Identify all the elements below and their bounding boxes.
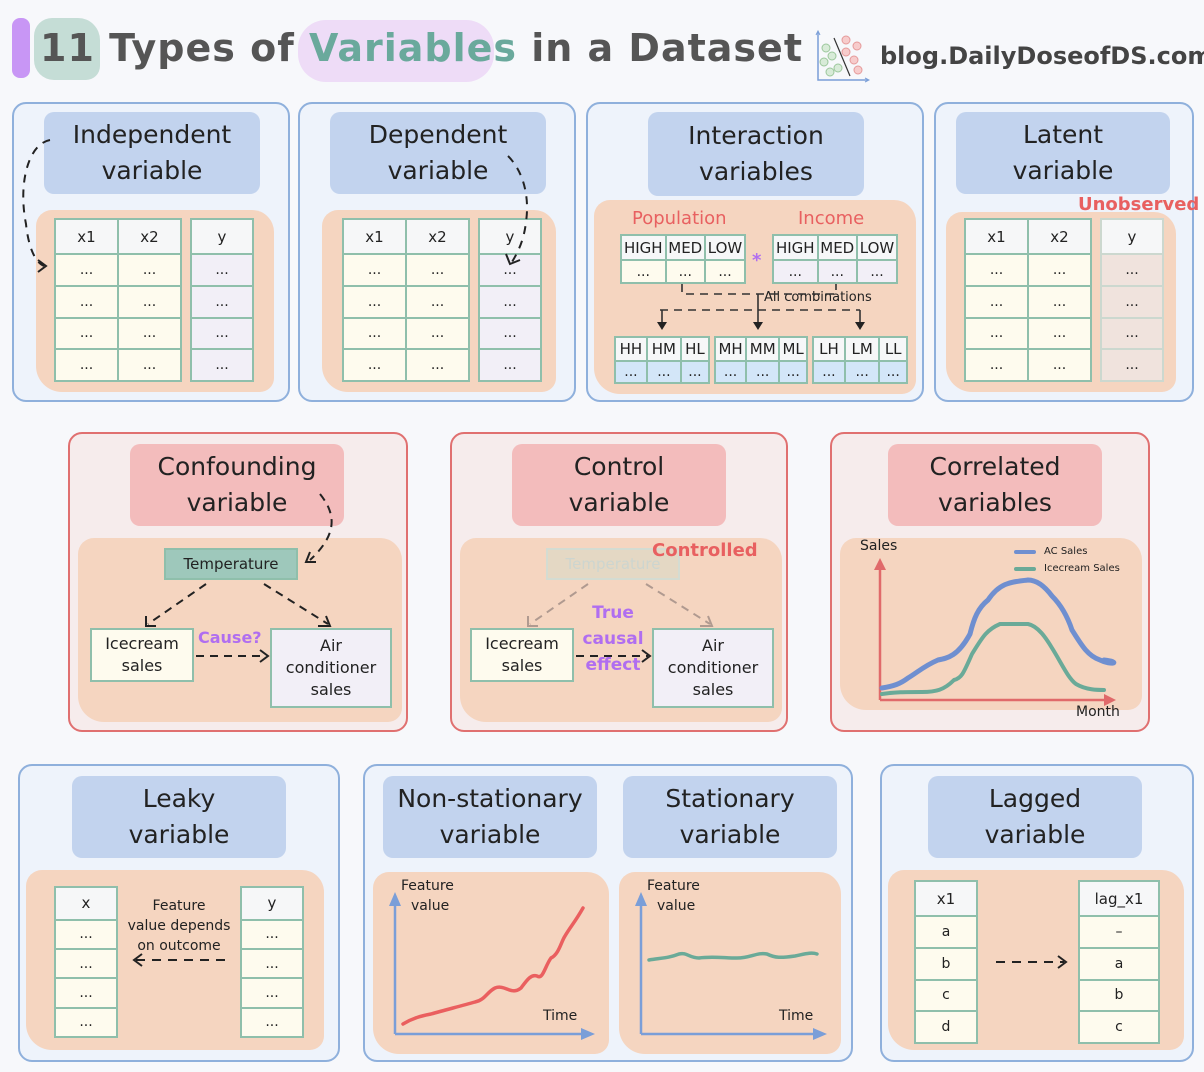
card-stationarity: Non-stationary variable Stationary varia…	[363, 764, 853, 1062]
card-title: Lagged variable	[928, 776, 1142, 858]
blog-link[interactable]: blog.DailyDoseofDS.com	[880, 42, 1204, 70]
unobserved-label: Unobserved	[1078, 194, 1200, 215]
title-number: 11	[40, 26, 95, 70]
legend-icecream: Icecream Sales	[1014, 563, 1120, 574]
title-accent-bar	[12, 18, 30, 78]
income-table: HIGH MED LOW .........	[772, 233, 899, 284]
stationary-y-label: Feature value	[647, 878, 700, 914]
outcome-column: y ... ... ... ...	[240, 886, 304, 1039]
income-label: Income	[798, 208, 865, 229]
card-title-stationary: Stationary variable	[623, 776, 837, 858]
card-correlated: Correlated variables Sales Month AC Sale…	[830, 432, 1150, 732]
combo-table-high: HH HM HL .........	[614, 335, 711, 384]
temperature-node-faded: Temperature	[546, 548, 680, 580]
card-lagged: Lagged variable x1 a b c d lag_x1 – a b …	[880, 764, 1194, 1062]
population-label: Population	[632, 208, 727, 229]
data-table: x1 x2 ...... ...... ...... ......	[54, 217, 182, 382]
legend-swatch-icecream	[1014, 566, 1036, 571]
multiply-operator: *	[752, 250, 762, 271]
population-table: HIGH MED LOW .........	[620, 233, 747, 284]
title-pre: Types of	[109, 26, 295, 70]
feature-column: x ... ... ... ...	[54, 886, 118, 1039]
legend-swatch-ac	[1014, 549, 1036, 554]
card-title: Correlated variables	[888, 444, 1102, 526]
target-column: y ... ... ... ...	[190, 217, 254, 382]
icecream-node: Icecream sales	[470, 628, 574, 682]
y-axis-label: Sales	[860, 538, 898, 554]
data-table: x1 x2 ...... ...... ...... ......	[964, 217, 1092, 382]
x1-column: x1 a b c d	[914, 879, 978, 1044]
unobserved-column: y ... ... ... ...	[1100, 217, 1164, 382]
stationary-x-label: Time	[779, 1008, 814, 1024]
combo-table-low: LH LM LL .........	[812, 335, 908, 384]
nonstationary-x-label: Time	[543, 1008, 578, 1024]
nonstationary-y-label: Feature value	[401, 878, 454, 914]
card-title: Latent variable	[956, 112, 1170, 194]
page-title: 11 Types of Variables in a Dataset	[40, 26, 803, 70]
card-latent: Latent variable Unobserved x1 x2 ...... .…	[934, 102, 1199, 402]
card-title-nonstationary: Non-stationary variable	[383, 776, 597, 858]
combo-table-med: MH MM ML .........	[713, 335, 808, 384]
x-axis-label: Month	[1076, 704, 1120, 720]
card-title: Dependent variable	[330, 112, 546, 194]
legend-ac: AC Sales	[1014, 546, 1087, 557]
scatter-classifier-icon	[815, 29, 870, 83]
card-dependent: Dependent variable x1 x2 ...... ...... ..…	[298, 102, 576, 402]
data-table: x1 x2 ...... ...... ...... ......	[342, 217, 470, 382]
temperature-node: Temperature	[164, 548, 298, 580]
controlled-label: Controlled	[652, 540, 758, 561]
card-title: Control variable	[512, 444, 726, 526]
true-causal-effect-label: True causal effect	[582, 603, 644, 675]
cause-label: Cause?	[198, 628, 262, 647]
combinations-label: All combinations	[764, 290, 872, 305]
card-title: Interaction variables	[648, 112, 864, 196]
title-word-highlight	[298, 20, 494, 82]
ac-node: Air conditioner sales	[270, 628, 392, 708]
lag-x1-column: lag_x1 – a b c	[1078, 879, 1160, 1044]
target-column: y ... ... ... ...	[478, 217, 542, 382]
ac-node: Air conditioner sales	[652, 628, 774, 708]
title-post: in a Dataset	[531, 26, 803, 70]
card-control: Control variable Temperature Controlled …	[450, 432, 788, 732]
card-interaction: Interaction variables Population Income …	[586, 102, 924, 402]
card-title: Confounding variable	[130, 444, 344, 526]
title-accent: Variables	[309, 26, 518, 70]
card-confounding: Confounding variable Temperature Icecrea…	[68, 432, 408, 732]
leak-note: Feature value depends on outcome	[127, 898, 231, 954]
title-number-highlight	[34, 18, 100, 80]
card-title: Leaky variable	[72, 776, 286, 858]
stationary-chart-backdrop	[619, 872, 841, 1054]
card-title: Independent variable	[44, 112, 260, 194]
card-independent: Independent variable x1 x2 ...... ...... …	[12, 102, 290, 402]
icecream-node: Icecream sales	[90, 628, 194, 682]
card-leaky: Leaky variable x ... ... ... ... y ... .…	[18, 764, 340, 1062]
